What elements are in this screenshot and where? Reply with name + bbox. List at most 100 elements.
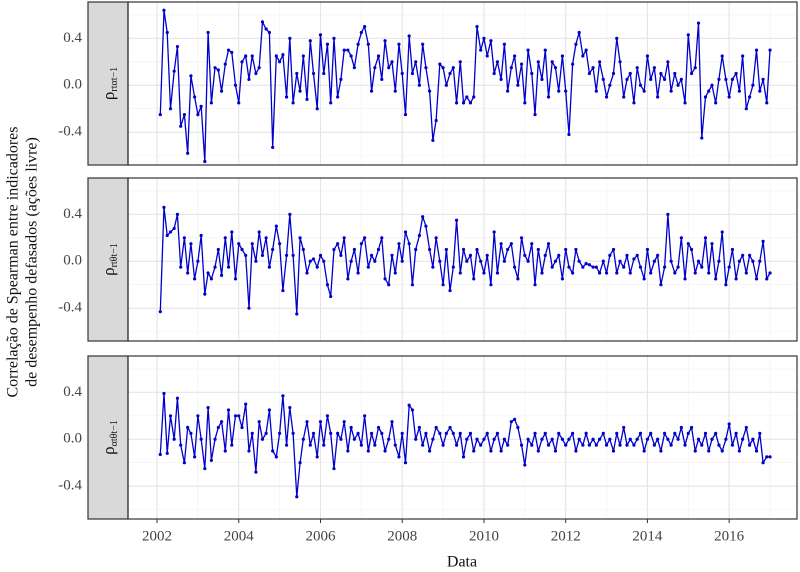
data-point [676,83,680,87]
data-point [216,425,220,430]
data-point [346,48,350,52]
data-point [295,312,299,316]
data-point [342,420,346,424]
data-point [196,414,200,418]
data-point [383,39,387,43]
data-point [485,54,489,58]
data-point [339,77,343,81]
data-point [428,449,432,453]
data-point [472,277,476,281]
data-point [649,431,653,435]
facet-subscript: rtαt−1 [109,67,120,92]
data-point [414,437,418,441]
data-point [662,431,667,435]
data-point [598,271,602,275]
data-point [233,414,238,418]
data-point [311,71,316,76]
data-point [611,71,616,76]
facet-strip [87,177,129,342]
data-point [288,212,292,216]
data-point [315,107,319,111]
data-point [223,449,227,453]
data-point [165,30,169,35]
data-point [438,62,442,66]
data-point [199,233,203,238]
data-point [213,437,217,441]
data-point [179,265,183,269]
data-point [264,27,268,31]
data-point [397,455,401,459]
data-point [465,437,469,441]
data-point [720,230,724,234]
data-point [495,271,500,275]
data-point [349,54,353,58]
data-point [288,36,292,40]
data-point [219,89,224,93]
data-point [574,42,578,46]
data-point [175,44,180,49]
data-point [638,431,643,435]
data-point [584,48,588,52]
data-point [172,69,176,73]
data-point [158,310,162,314]
data-point [158,452,162,457]
data-point [642,89,646,93]
data-point [744,107,748,111]
data-point [689,247,694,252]
data-point [369,431,374,435]
data-point [308,443,312,447]
data-point [448,288,452,293]
data-point [461,247,466,252]
data-point [652,259,656,263]
data-point [444,431,448,435]
data-point [165,451,169,455]
data-point [274,455,278,459]
data-point [730,443,735,447]
data-point [336,242,340,246]
data-point [587,71,591,76]
data-point [676,265,680,269]
data-point [237,101,241,105]
data-point [175,212,180,216]
data-point [553,66,558,70]
y-tick-label: -0.4 [58,300,82,316]
data-point [707,89,711,93]
data-point [332,36,336,40]
data-point [502,42,506,46]
data-point [441,283,445,287]
data-point [601,259,605,263]
data-point [543,431,547,435]
data-point [734,431,738,435]
data-point [744,425,748,430]
data-point [431,138,435,142]
data-point [751,83,755,87]
data-point [516,277,520,281]
data-point [553,449,558,453]
data-point [421,215,425,219]
data-point [451,66,455,70]
data-point [247,306,251,310]
data-point [472,95,476,99]
data-point [376,425,381,430]
data-point [407,403,411,407]
data-point [516,425,520,430]
data-point [175,396,180,400]
data-point [622,95,626,99]
data-point [465,259,469,263]
data-point [703,95,708,99]
data-point [387,437,391,441]
data-point [533,431,537,435]
data-point [271,247,275,252]
data-point [308,39,312,43]
data-point [625,77,629,81]
data-point [683,443,687,447]
data-point [441,66,445,70]
data-point [363,25,367,29]
data-point [274,54,278,58]
data-point [410,71,415,76]
data-point [448,425,452,430]
data-point [431,437,435,441]
data-point [574,449,578,453]
data-point [768,271,772,275]
data-point [710,83,714,87]
